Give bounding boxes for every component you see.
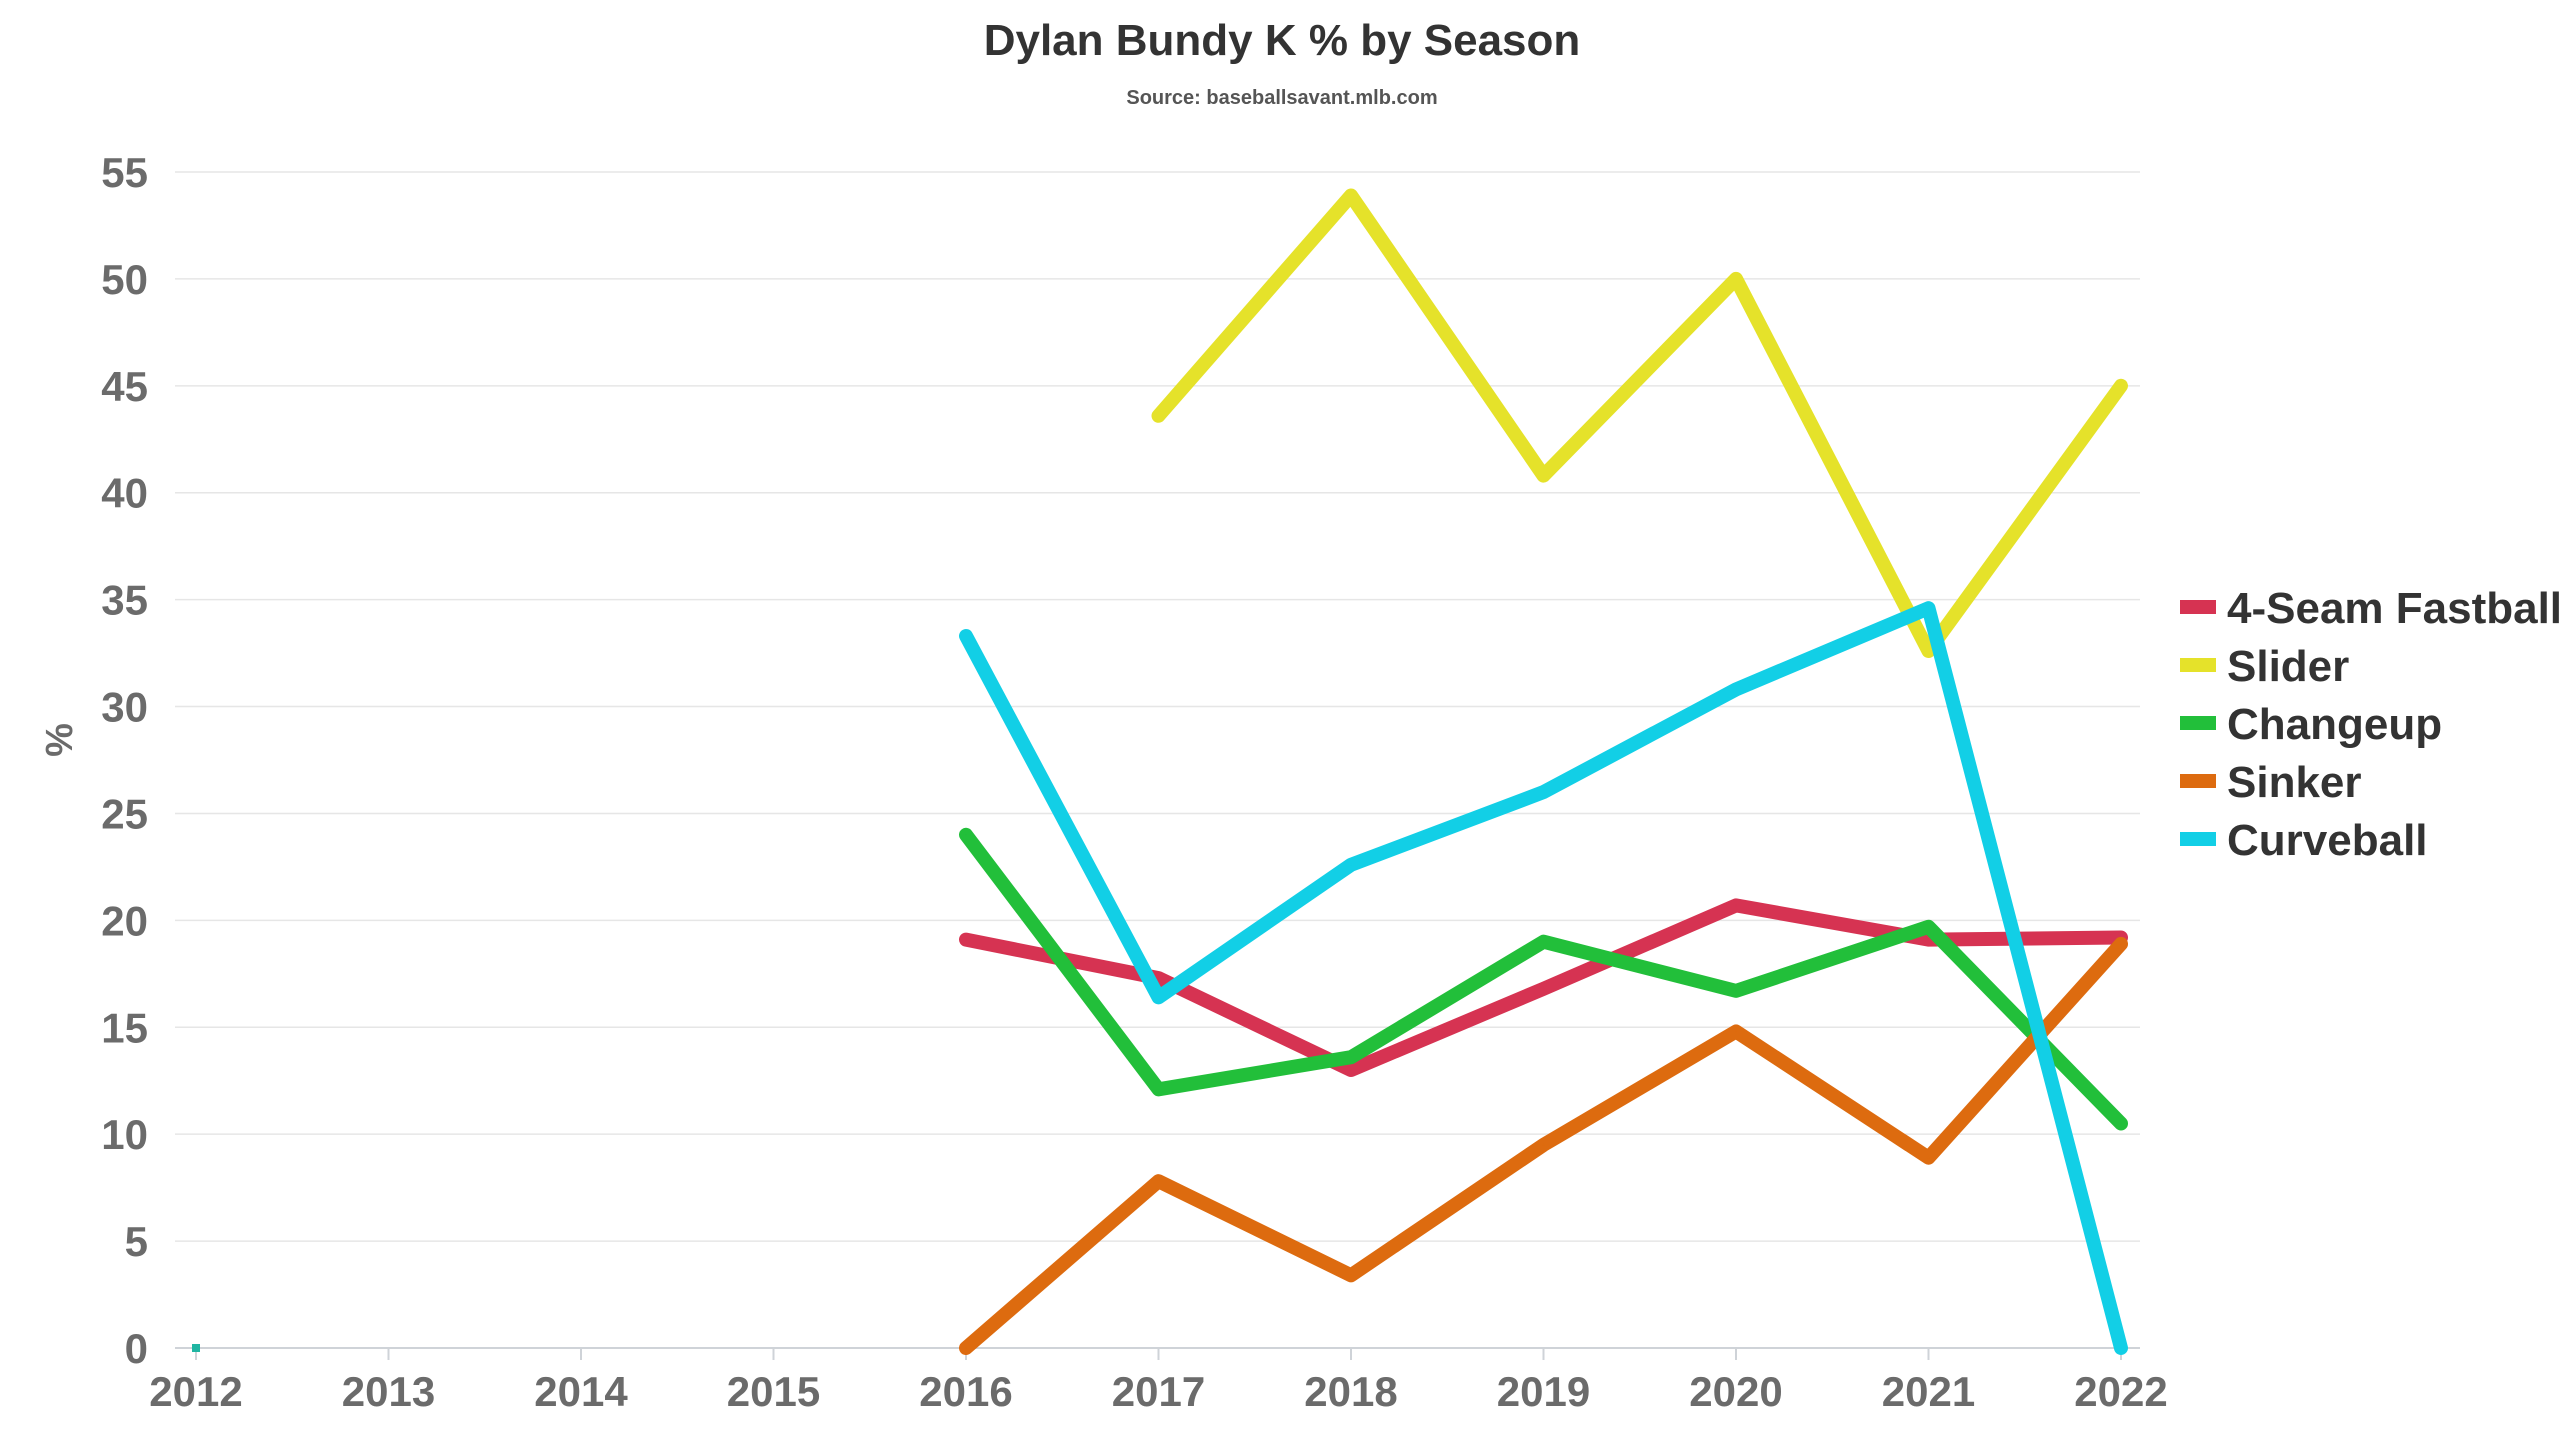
data-point-curveball xyxy=(965,634,967,637)
y-tick-label: 40 xyxy=(101,470,148,517)
data-point-sinker xyxy=(965,1347,967,1349)
x-tick-label: 2015 xyxy=(727,1368,820,1415)
data-point-curveball xyxy=(1350,863,1352,866)
data-point-4-seam-fastball xyxy=(1157,977,1160,980)
y-tick-label: 35 xyxy=(101,577,148,624)
x-tick-label: 2022 xyxy=(2074,1368,2167,1415)
data-point-changeup xyxy=(1735,989,1737,992)
y-axis-ticks: 0 5 10 15 20 25 30 35 40 45 50 55 xyxy=(101,149,148,1372)
data-point-4-seam-fastball xyxy=(965,938,967,941)
data-point-4-seam-fastball xyxy=(1735,904,1737,907)
data-point-changeup xyxy=(1350,1056,1352,1059)
x-tick-label: 2020 xyxy=(1689,1368,1782,1415)
series-line-slider xyxy=(1151,188,2128,658)
data-point-changeup xyxy=(965,833,967,836)
y-tick-label: 0 xyxy=(125,1325,148,1372)
legend-swatch-slider xyxy=(2180,658,2216,672)
y-tick-label: 25 xyxy=(101,790,148,837)
chart-subtitle: Source: baseballsavant.mlb.com xyxy=(1126,87,1437,109)
y-tick-label: 50 xyxy=(101,256,148,303)
legend: 4-Seam Fastball Slider Changeup Sinker Curve… xyxy=(2180,584,2560,865)
data-point-slider xyxy=(1735,277,1737,280)
x-axis-ticks: 2012 2013 2014 2015 2016 2017 2018 2019 2020 2021… xyxy=(149,1348,2168,1415)
x-tick-label: 2012 xyxy=(149,1368,242,1415)
data-point-curveball xyxy=(1735,688,1737,691)
x-tick-label: 2016 xyxy=(919,1368,1012,1415)
y-tick-label: 30 xyxy=(101,684,148,731)
x-tick-label: 2021 xyxy=(1882,1368,1975,1415)
legend-swatch-changeup xyxy=(2180,716,2216,730)
data-point-changeup xyxy=(1927,925,1930,928)
y-tick-label: 10 xyxy=(101,1111,148,1158)
series-lines xyxy=(192,188,2128,1355)
data-point-sinker xyxy=(1157,1180,1160,1183)
legend-label-changeup: Changeup xyxy=(2227,700,2442,749)
data-point-slider xyxy=(2120,384,2122,387)
data-point-4-seam-fastball xyxy=(1350,1069,1352,1072)
data-point-curveball xyxy=(1542,791,1545,794)
y-tick-label: 5 xyxy=(125,1218,148,1265)
x-tick-label: 2013 xyxy=(342,1368,435,1415)
data-point-slider xyxy=(1350,194,1352,197)
y-axis-label: % xyxy=(39,723,81,757)
data-point-curveball xyxy=(2120,1347,2122,1349)
x-tick-label: 2018 xyxy=(1304,1368,1397,1415)
data-point-4-seam-fastball xyxy=(1542,987,1545,990)
chart-title: Dylan Bundy K % by Season xyxy=(984,16,1581,65)
data-point-slider xyxy=(1157,414,1160,417)
x-tick-label: 2017 xyxy=(1112,1368,1205,1415)
y-tick-label: 45 xyxy=(101,363,148,410)
data-point-changeup xyxy=(1157,1088,1160,1091)
x-tick-label: 2014 xyxy=(534,1368,628,1415)
y-tick-label: 20 xyxy=(101,897,148,944)
legend-label-4-seam-fastball: 4-Seam Fastball xyxy=(2227,584,2560,633)
data-point-marker xyxy=(192,1344,200,1352)
data-point-sinker xyxy=(1542,1143,1545,1146)
y-tick-label: 15 xyxy=(101,1004,148,1051)
data-point-slider xyxy=(1542,474,1545,477)
series-line-4-seam-fastball xyxy=(959,898,2128,1077)
data-point-sinker xyxy=(2120,942,2122,945)
data-point-sinker xyxy=(1927,1156,1930,1159)
legend-swatch-4-seam-fastball xyxy=(2180,600,2216,614)
series-line-sinker xyxy=(959,936,2128,1355)
data-point-slider xyxy=(1927,649,1930,652)
data-point-4-seam-fastball xyxy=(1927,938,1930,941)
data-point-sinker xyxy=(1350,1274,1352,1277)
data-point-curveball xyxy=(1927,607,1930,610)
legend-swatch-curveball xyxy=(2180,832,2216,846)
legend-swatch-sinker xyxy=(2180,774,2216,788)
grid-lines xyxy=(175,171,2140,1349)
x-tick-label: 2019 xyxy=(1497,1368,1590,1415)
data-point-changeup xyxy=(1542,940,1545,943)
data-point-curveball xyxy=(1157,996,1160,999)
data-point-sinker xyxy=(1735,1030,1737,1033)
legend-label-curveball: Curveball xyxy=(2227,816,2428,865)
y-tick-label: 55 xyxy=(101,149,148,196)
legend-label-slider: Slider xyxy=(2227,642,2349,691)
data-point-changeup xyxy=(2120,1122,2122,1125)
legend-label-sinker: Sinker xyxy=(2227,758,2362,807)
